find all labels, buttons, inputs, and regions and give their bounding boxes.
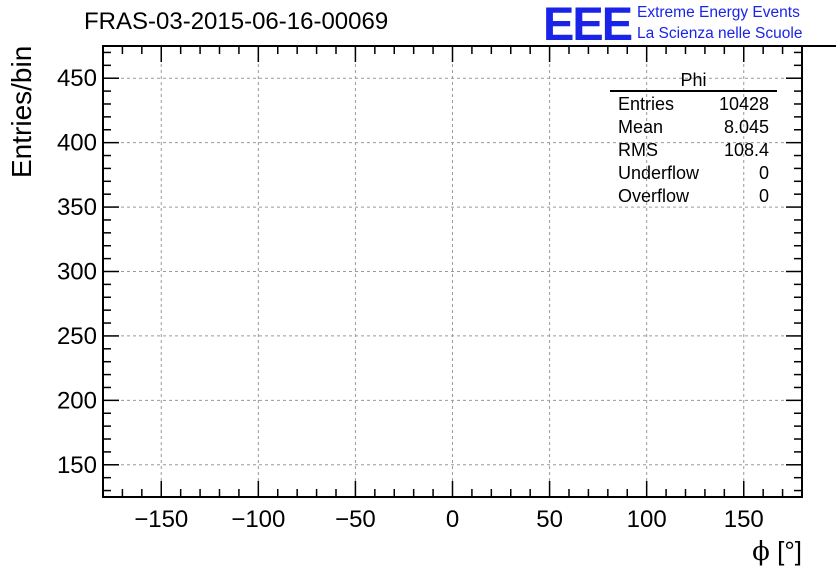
histogram-bin xyxy=(165,384,181,497)
y-tick-label: 300 xyxy=(57,259,97,286)
histogram-bin xyxy=(709,396,725,497)
y-tick-label: 450 xyxy=(57,65,97,92)
histogram-bin xyxy=(740,367,756,497)
histogram-bin xyxy=(336,407,352,497)
histogram-bin xyxy=(460,444,476,497)
histogram-bin xyxy=(522,408,538,497)
x-tick-label: 100 xyxy=(627,506,667,533)
stats-label: Mean xyxy=(618,117,663,137)
histogram-bin xyxy=(693,362,709,497)
stats-label: Underflow xyxy=(618,163,700,183)
stats-value: 0 xyxy=(759,163,769,183)
logo-line-1: Extreme Energy Events xyxy=(637,4,800,21)
x-axis-label: ϕ [°] xyxy=(752,536,802,567)
histogram-bin xyxy=(429,402,445,497)
histogram-bin xyxy=(491,137,507,497)
histogram-bin xyxy=(258,438,274,497)
stats-label: Overflow xyxy=(618,186,690,206)
stats-label: RMS xyxy=(618,140,658,160)
histogram-bin xyxy=(616,426,632,497)
histogram-bin xyxy=(212,409,228,497)
histogram-bin xyxy=(771,385,787,497)
histogram-bin xyxy=(802,348,818,497)
histogram-bin xyxy=(507,448,523,497)
x-tick-label: −50 xyxy=(335,506,376,533)
histogram-bin xyxy=(786,396,802,497)
histogram-bin xyxy=(647,402,663,497)
histogram-bin xyxy=(818,341,834,497)
histogram-bin xyxy=(134,372,150,497)
histogram-bin xyxy=(243,438,259,497)
plot-title: FRAS-03-2015-06-16-00069 xyxy=(84,8,389,35)
stats-value: 8.045 xyxy=(724,117,769,137)
histogram-bin xyxy=(569,375,585,497)
histogram-bin xyxy=(150,408,166,497)
histogram-bin xyxy=(538,404,554,497)
y-tick-label: 350 xyxy=(57,194,97,221)
stats-value: 108.4 xyxy=(724,140,769,160)
histogram-bin xyxy=(585,402,601,497)
x-tick-label: 0 xyxy=(446,506,459,533)
histogram-bin xyxy=(367,429,383,497)
y-tick-label: 200 xyxy=(57,387,97,414)
histogram-bin xyxy=(196,407,212,497)
histogram-bin xyxy=(631,431,647,497)
histogram-bin xyxy=(383,411,399,497)
y-tick-label: 400 xyxy=(57,130,97,157)
histogram-bin xyxy=(398,443,414,497)
histogram-bin xyxy=(662,400,678,497)
histogram-bin xyxy=(724,362,740,497)
histogram-bin xyxy=(414,444,430,497)
x-tick-label: −100 xyxy=(231,506,285,533)
phi-symbol: ϕ xyxy=(752,537,770,567)
histogram-bin xyxy=(227,422,243,497)
y-tick-label: 250 xyxy=(57,323,97,350)
histogram-bin xyxy=(553,413,569,497)
x-tick-label: −150 xyxy=(134,506,188,533)
histogram-bin xyxy=(305,429,321,497)
histogram-bin xyxy=(352,393,368,497)
histogram-bin xyxy=(274,462,290,497)
histogram-bin xyxy=(600,381,616,497)
x-axis-unit: [°] xyxy=(777,536,802,566)
x-tick-label: 150 xyxy=(724,506,764,533)
histogram-bin xyxy=(181,418,197,497)
histogram-bin xyxy=(476,377,492,497)
eee-logo: EEE xyxy=(543,0,633,50)
x-tick-label: 50 xyxy=(536,506,563,533)
stats-title: Phi xyxy=(680,70,706,90)
histogram-bin xyxy=(320,478,336,497)
stats-value: 10428 xyxy=(719,94,769,114)
stats-label: Entries xyxy=(618,94,674,114)
histogram-bin xyxy=(119,384,135,497)
histogram-bin xyxy=(755,425,771,497)
logo-line-2: La Scienza nelle Scuole xyxy=(637,25,803,42)
y-tick-label: 150 xyxy=(57,452,97,479)
histogram-bin xyxy=(678,377,694,497)
stats-value: 0 xyxy=(759,186,769,206)
histogram-bin xyxy=(103,272,119,498)
